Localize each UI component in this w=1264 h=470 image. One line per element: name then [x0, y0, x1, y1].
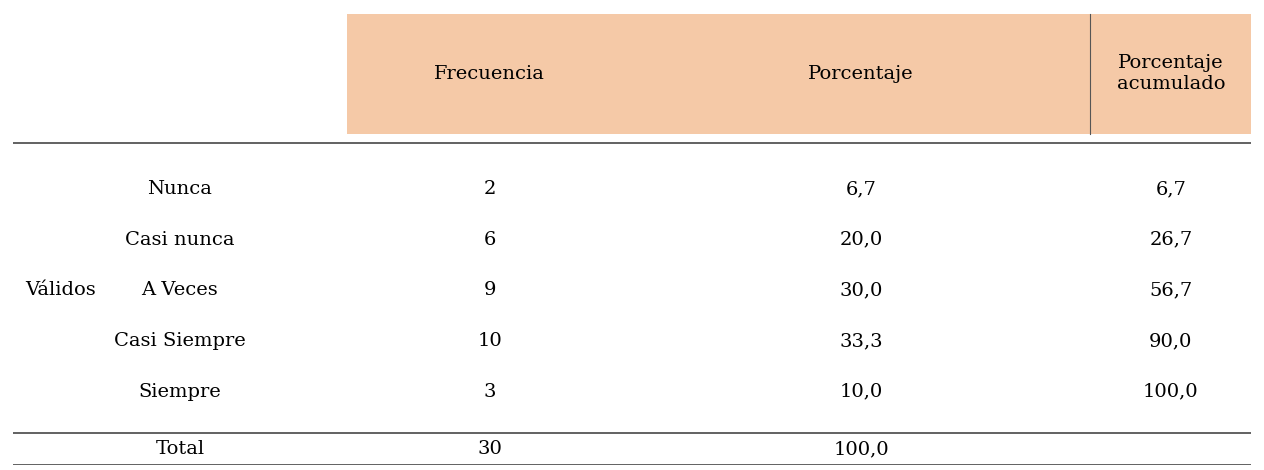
- Text: 3: 3: [483, 383, 495, 400]
- Text: 30: 30: [477, 440, 502, 458]
- Text: Siempre: Siempre: [139, 383, 221, 400]
- Text: Casi nunca: Casi nunca: [125, 231, 235, 249]
- Text: 90,0: 90,0: [1149, 332, 1192, 350]
- Text: 100,0: 100,0: [833, 440, 889, 458]
- Text: 6,7: 6,7: [846, 180, 877, 198]
- Text: Nunca: Nunca: [148, 180, 212, 198]
- Bar: [348, 14, 1251, 133]
- Text: 20,0: 20,0: [839, 231, 882, 249]
- Text: Casi Siempre: Casi Siempre: [114, 332, 245, 350]
- Text: 10,0: 10,0: [839, 383, 882, 400]
- Text: 100,0: 100,0: [1143, 383, 1198, 400]
- Text: 30,0: 30,0: [839, 281, 882, 299]
- Text: 2: 2: [483, 180, 495, 198]
- Text: 6: 6: [483, 231, 495, 249]
- Text: 6,7: 6,7: [1155, 180, 1187, 198]
- Text: 33,3: 33,3: [839, 332, 884, 350]
- Text: Frecuencia: Frecuencia: [434, 65, 545, 83]
- Text: 10: 10: [478, 332, 502, 350]
- Text: Porcentaje
acumulado: Porcentaje acumulado: [1116, 55, 1225, 93]
- Text: Válidos: Válidos: [25, 281, 96, 299]
- Text: 56,7: 56,7: [1149, 281, 1192, 299]
- Text: Total: Total: [155, 440, 205, 458]
- Text: A Veces: A Veces: [142, 281, 219, 299]
- Text: 9: 9: [483, 281, 495, 299]
- Text: 26,7: 26,7: [1149, 231, 1192, 249]
- Text: Porcentaje: Porcentaje: [809, 65, 914, 83]
